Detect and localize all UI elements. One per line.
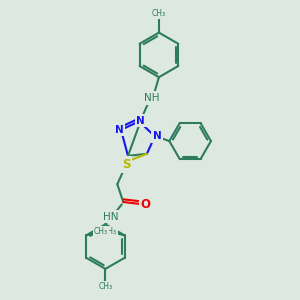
Text: NH: NH	[144, 93, 159, 103]
Text: CH₃: CH₃	[94, 227, 108, 236]
Text: HN: HN	[103, 212, 118, 222]
Text: CH₃: CH₃	[98, 282, 112, 291]
Text: N: N	[115, 125, 123, 135]
Text: CH₃: CH₃	[103, 227, 117, 236]
Text: O: O	[141, 198, 151, 211]
Text: N: N	[136, 116, 145, 126]
Text: CH₃: CH₃	[152, 9, 166, 18]
Text: S: S	[122, 158, 130, 171]
Text: N: N	[153, 131, 161, 141]
